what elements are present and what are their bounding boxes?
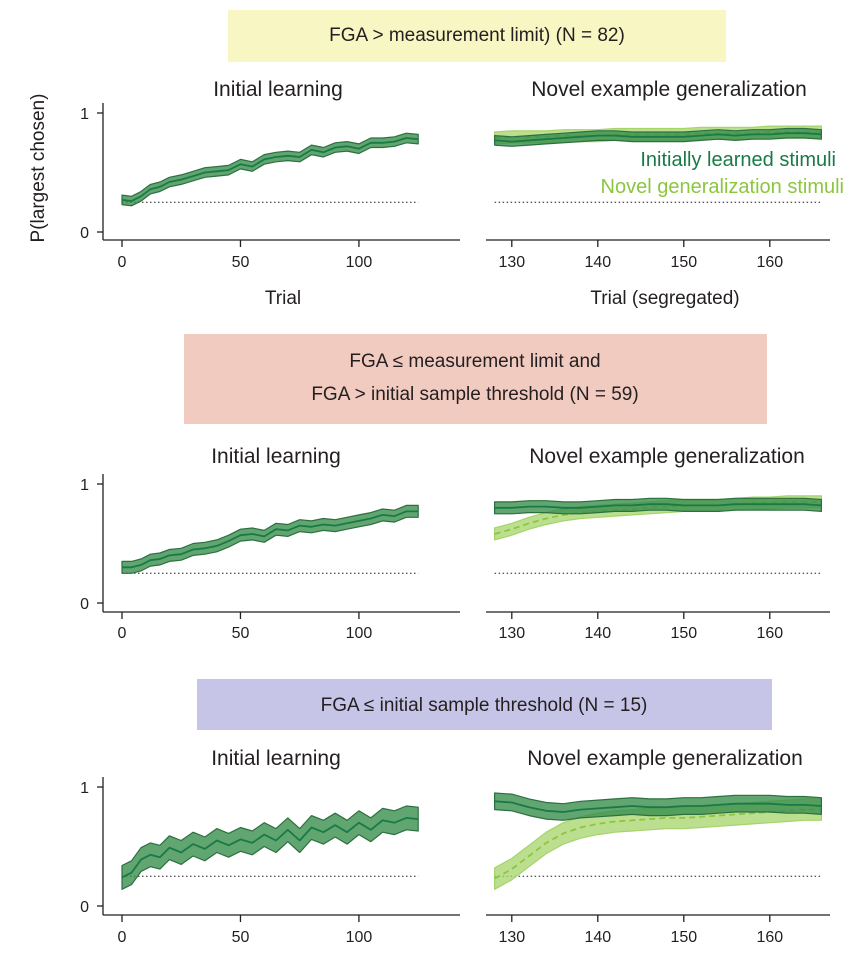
x-tick-label: 130: [498, 625, 525, 642]
legend-novel-generalization: Novel generalization stimuli: [601, 176, 844, 198]
x-tick-label: 0: [118, 625, 127, 642]
y-tick-label: 1: [80, 106, 89, 123]
panel-3-title: Initial learning: [211, 445, 341, 468]
x-tick-label: 50: [232, 254, 250, 271]
panel-3: 0 1 0 50 100: [80, 474, 460, 642]
x-tick-label: 50: [232, 929, 250, 946]
x-tick-label: 50: [232, 625, 250, 642]
x-tick-label: 0: [118, 929, 127, 946]
initial-mean-line: [494, 132, 822, 143]
y-tick-label: 0: [80, 225, 89, 242]
y-tick-label: 1: [80, 477, 89, 494]
panel-5: 0 1 0 50 100: [80, 777, 460, 946]
banner-group-1: [228, 10, 726, 62]
x-tick-label: 100: [346, 625, 373, 642]
y-tick-label: 0: [80, 596, 89, 613]
initial-mean-line: [121, 817, 419, 879]
x-tick-label: 0: [118, 254, 127, 271]
panel-6: 130 140 150 160: [486, 792, 830, 946]
legend-initially-learned: Initially learned stimuli: [640, 149, 836, 171]
banner-group-2: [184, 334, 767, 424]
initial-mean-line: [121, 137, 419, 202]
x-axis-label-segregated: Trial (segregated): [590, 288, 739, 309]
banner-group-3: [197, 679, 772, 730]
banner-group-1-text: FGA > measurement limit) (N = 82): [329, 25, 625, 46]
panel-2: 130 140 150 160: [486, 125, 830, 271]
y-axis-label: P(largest chosen): [28, 94, 49, 243]
panel-1-title: Initial learning: [213, 78, 343, 101]
panel-4-title: Novel example generalization: [529, 445, 805, 468]
x-tick-label: 150: [670, 625, 697, 642]
panel-1: 0 1 0 50 100: [80, 103, 460, 271]
x-tick-label: 160: [756, 625, 783, 642]
x-tick-label: 130: [498, 254, 525, 271]
panel-6-title: Novel example generalization: [527, 747, 803, 770]
x-tick-label: 150: [670, 254, 697, 271]
initial-confidence-band: [494, 497, 822, 515]
x-tick-label: 100: [346, 929, 373, 946]
panel-2-title: Novel example generalization: [531, 78, 807, 101]
x-tick-label: 160: [756, 929, 783, 946]
panel-4: 130 140 150 160: [486, 495, 830, 642]
x-tick-label: 130: [498, 929, 525, 946]
x-tick-label: 140: [584, 254, 611, 271]
initial-mean-line: [494, 800, 822, 813]
panel-5-title: Initial learning: [211, 747, 341, 770]
x-tick-label: 160: [756, 254, 783, 271]
initial-confidence-band: [121, 504, 419, 574]
x-tick-label: 140: [584, 625, 611, 642]
x-tick-label: 100: [346, 254, 373, 271]
banner-group-2-text-line-2: FGA > initial sample threshold (N = 59): [311, 384, 638, 405]
x-axis-label-initial: Trial: [265, 288, 301, 309]
initial-mean-line: [494, 503, 822, 509]
y-tick-label: 1: [80, 780, 89, 797]
x-tick-label: 150: [670, 929, 697, 946]
x-tick-label: 140: [584, 929, 611, 946]
initial-mean-line: [122, 510, 419, 569]
banner-group-2-text-line-1: FGA ≤ measurement limit and: [349, 351, 600, 372]
initial-confidence-band: [121, 805, 419, 890]
y-tick-label: 0: [80, 899, 89, 916]
initial-confidence-band: [121, 132, 419, 207]
banner-group-3-text: FGA ≤ initial sample threshold (N = 15): [321, 695, 648, 716]
